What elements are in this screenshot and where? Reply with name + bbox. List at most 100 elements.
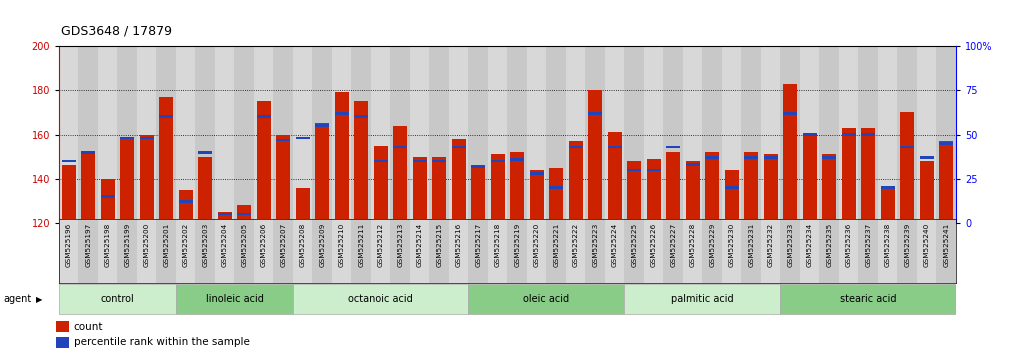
Text: GSM525205: GSM525205 — [241, 223, 247, 267]
Text: GSM525200: GSM525200 — [143, 223, 149, 267]
Bar — [312, 46, 332, 223]
Bar — [140, 135, 154, 223]
Text: agent: agent — [3, 294, 32, 304]
Text: GSM525214: GSM525214 — [417, 223, 423, 267]
Bar — [761, 46, 780, 223]
Bar — [472, 165, 485, 168]
Bar — [917, 46, 937, 223]
Bar — [780, 46, 800, 223]
Text: oleic acid: oleic acid — [524, 294, 570, 304]
Bar — [566, 219, 586, 283]
Text: GSM525207: GSM525207 — [281, 223, 286, 267]
Bar — [257, 101, 271, 223]
Bar — [527, 219, 546, 283]
Bar — [685, 163, 700, 166]
Text: GDS3648 / 17879: GDS3648 / 17879 — [61, 24, 172, 37]
Bar — [839, 219, 858, 283]
Bar — [663, 46, 683, 223]
Bar — [157, 219, 176, 283]
Bar — [195, 219, 215, 283]
Bar — [744, 156, 758, 159]
Text: GSM525224: GSM525224 — [612, 223, 617, 267]
Bar — [237, 213, 251, 216]
Bar — [335, 92, 349, 223]
Bar — [586, 46, 605, 223]
Text: GSM525219: GSM525219 — [515, 223, 521, 267]
Text: GSM525206: GSM525206 — [260, 223, 266, 267]
Bar — [101, 179, 115, 223]
Bar — [917, 219, 937, 283]
Bar — [254, 219, 274, 283]
Bar — [488, 219, 507, 283]
Bar — [530, 172, 543, 175]
Text: GSM525208: GSM525208 — [300, 223, 306, 267]
Bar — [78, 46, 98, 223]
Bar — [98, 46, 118, 223]
Text: GSM525230: GSM525230 — [729, 223, 734, 267]
Bar — [410, 219, 429, 283]
Bar — [783, 84, 797, 223]
Bar — [257, 115, 271, 118]
Bar — [394, 145, 407, 148]
Text: GSM525225: GSM525225 — [632, 223, 638, 267]
Bar — [469, 46, 488, 223]
Text: control: control — [101, 294, 134, 304]
Bar — [354, 115, 368, 118]
Bar — [842, 133, 855, 136]
Bar — [802, 135, 817, 223]
Bar — [488, 46, 507, 223]
Bar — [802, 133, 817, 136]
Bar — [511, 158, 524, 161]
Bar — [491, 154, 504, 223]
Text: stearic acid: stearic acid — [840, 294, 896, 304]
Bar — [277, 135, 290, 223]
Bar — [605, 46, 624, 223]
Text: GSM525227: GSM525227 — [670, 223, 676, 267]
Bar — [566, 46, 586, 223]
Bar — [940, 142, 953, 145]
Bar — [823, 154, 836, 223]
Bar — [761, 219, 780, 283]
Bar — [741, 46, 761, 223]
Bar — [137, 219, 157, 283]
Bar — [215, 219, 235, 283]
Bar — [332, 46, 352, 223]
Bar — [507, 219, 527, 283]
Bar — [703, 46, 722, 223]
FancyBboxPatch shape — [293, 284, 469, 314]
Bar — [296, 188, 309, 223]
Bar — [920, 156, 934, 159]
Bar — [683, 46, 703, 223]
Bar — [472, 168, 485, 223]
Bar — [315, 124, 330, 127]
Bar — [101, 195, 115, 198]
Bar — [744, 152, 758, 223]
Bar — [198, 156, 213, 223]
Text: GSM525209: GSM525209 — [319, 223, 325, 267]
Text: GSM525203: GSM525203 — [202, 223, 208, 267]
Bar — [706, 156, 719, 159]
Text: octanoic acid: octanoic acid — [349, 294, 413, 304]
Bar — [546, 219, 566, 283]
Bar — [120, 137, 134, 139]
Text: count: count — [74, 321, 104, 332]
Bar — [391, 219, 410, 283]
Text: GSM525222: GSM525222 — [573, 223, 579, 267]
Bar — [452, 145, 466, 148]
Bar — [627, 169, 641, 171]
Bar — [120, 137, 134, 223]
Bar — [296, 137, 309, 139]
Bar — [511, 152, 524, 223]
FancyBboxPatch shape — [469, 284, 624, 314]
Text: percentile rank within the sample: percentile rank within the sample — [74, 337, 249, 348]
Text: GSM525210: GSM525210 — [339, 223, 345, 267]
Bar — [391, 46, 410, 223]
Bar — [118, 46, 137, 223]
FancyBboxPatch shape — [780, 284, 956, 314]
Text: GSM525228: GSM525228 — [690, 223, 696, 267]
Text: GSM525211: GSM525211 — [358, 223, 364, 267]
Bar — [666, 152, 680, 223]
Text: GSM525196: GSM525196 — [66, 223, 72, 267]
Bar — [780, 219, 800, 283]
Bar — [140, 137, 154, 139]
